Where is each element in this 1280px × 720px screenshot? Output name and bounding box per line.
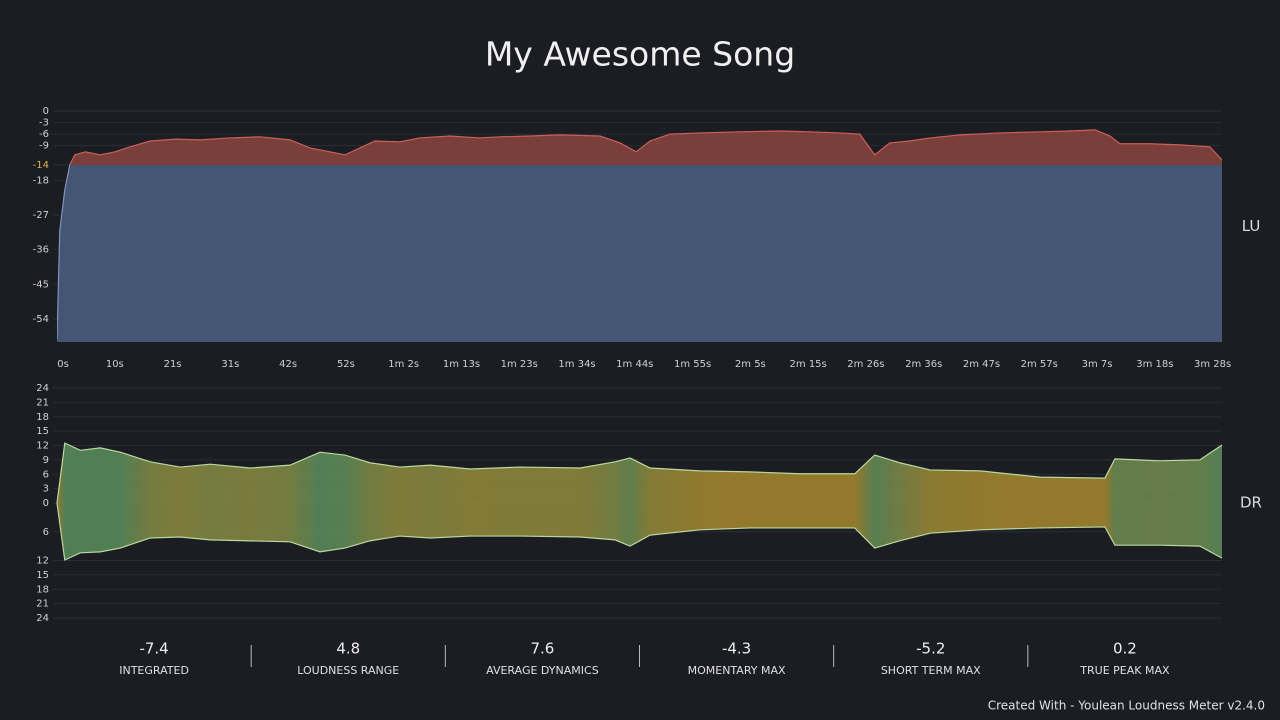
x-tick-label: 52s [337, 359, 355, 370]
y-tick-label: 24 [36, 383, 49, 394]
x-tick-label: 2m 15s [790, 359, 827, 370]
y-tick-label: -3 [39, 118, 49, 129]
y-tick-label: -54 [33, 314, 49, 325]
x-tick-label: 1m 55s [674, 359, 711, 370]
y-tick-label: 18 [36, 584, 49, 595]
x-tick-label: 1m 23s [501, 359, 538, 370]
x-tick-label: 2m 57s [1021, 359, 1058, 370]
x-tick-label: 42s [279, 359, 297, 370]
y-tick-label: -18 [33, 175, 49, 186]
y-tick-label: -45 [33, 279, 49, 290]
x-tick-label: 2m 5s [735, 359, 766, 370]
stat-label: TRUE PEAK MAX [1079, 664, 1170, 677]
y-tick-label: -9 [39, 141, 49, 152]
stat-label: MOMENTARY MAX [688, 664, 786, 677]
stat-label: SHORT TERM MAX [881, 664, 981, 677]
x-tick-label: 2m 36s [905, 359, 942, 370]
y-tick-label: -6 [39, 129, 49, 140]
stat-label: LOUDNESS RANGE [297, 664, 399, 677]
x-tick-label: 31s [221, 359, 239, 370]
axis-label: LU [1242, 217, 1261, 235]
x-tick-label: 1m 34s [558, 359, 595, 370]
stat-value: -5.2 [916, 640, 945, 658]
y-tick-label: 12 [36, 556, 49, 567]
line-above-target [69, 129, 1222, 165]
y-tick-label: 0 [43, 498, 49, 509]
area-below-target [57, 164, 1222, 342]
y-tick-label: -27 [33, 210, 49, 221]
y-tick-label: 6 [43, 527, 49, 538]
x-tick-label: 1m 44s [616, 359, 653, 370]
y-tick-label: 3 [43, 484, 49, 495]
stat-value: -7.4 [139, 640, 168, 658]
footer: Created With - Youlean Loudness Meter v2… [988, 699, 1265, 713]
y-tick-label: 15 [36, 426, 49, 437]
stat-label: AVERAGE DYNAMICS [486, 664, 599, 677]
y-tick-label: -36 [33, 245, 49, 256]
x-tick-label: 0s [57, 359, 69, 370]
x-tick-label: 3m 18s [1136, 359, 1173, 370]
y-tick-label: 6 [43, 469, 49, 480]
x-tick-label: 3m 28s [1194, 359, 1231, 370]
y-tick-label: -14 [33, 160, 49, 171]
area-above-target [69, 129, 1222, 165]
x-tick-label: 10s [106, 359, 124, 370]
stat-label: INTEGRATED [119, 664, 189, 677]
x-tick-label: 3m 7s [1082, 359, 1113, 370]
stat-value: -4.3 [722, 640, 751, 658]
lower-envelope [56, 502, 1223, 561]
y-tick-label: 24 [36, 613, 49, 624]
stat-value: 0.2 [1113, 640, 1137, 658]
y-tick-label: 18 [36, 412, 49, 423]
y-tick-label: 9 [43, 455, 49, 466]
y-tick-label: 15 [36, 570, 49, 581]
x-tick-label: 2m 47s [963, 359, 1000, 370]
stat-value: 7.6 [530, 640, 554, 658]
upper-envelope [56, 442, 1223, 504]
stat-value: 4.8 [336, 640, 360, 658]
y-tick-label: 12 [36, 441, 49, 452]
dynamics-band [57, 443, 1222, 561]
song-title: My Awesome Song [485, 35, 795, 74]
x-tick-label: 21s [164, 359, 182, 370]
y-tick-label: 0 [43, 106, 49, 117]
y-tick-label: 21 [36, 599, 49, 610]
x-tick-label: 2m 26s [847, 359, 884, 370]
x-tick-label: 1m 13s [443, 359, 480, 370]
x-tick-label: 1m 2s [388, 359, 419, 370]
y-tick-label: 21 [36, 397, 49, 408]
axis-label: DR [1240, 494, 1262, 512]
